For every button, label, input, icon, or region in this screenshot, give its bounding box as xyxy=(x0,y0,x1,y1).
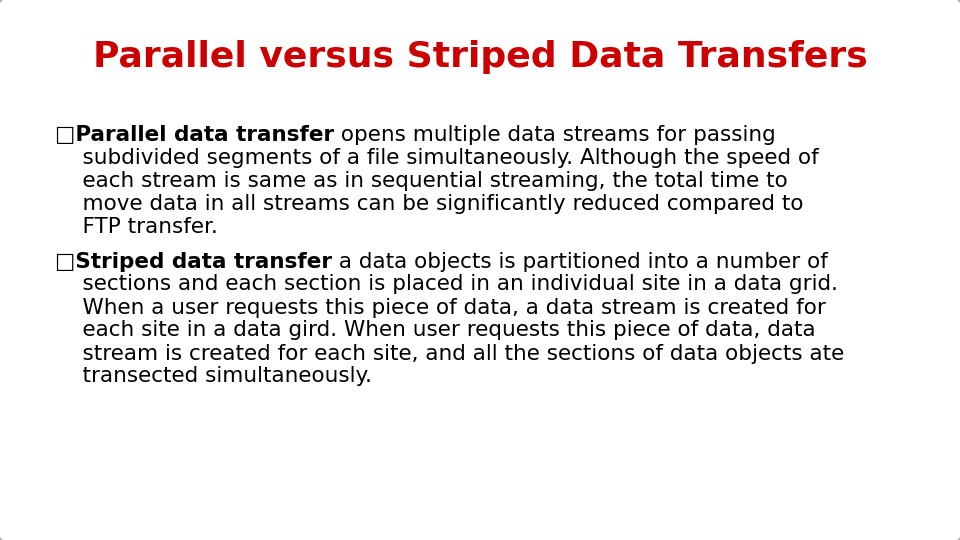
Text: move data in all streams can be significantly reduced compared to: move data in all streams can be signific… xyxy=(55,194,804,214)
Text: each stream is same as in sequential streaming, the total time to: each stream is same as in sequential str… xyxy=(55,171,788,191)
Text: each site in a data gird. When user requests this piece of data, data: each site in a data gird. When user requ… xyxy=(55,321,816,341)
Text: When a user requests this piece of data, a data stream is created for: When a user requests this piece of data,… xyxy=(55,298,826,318)
Text: stream is created for each site, and all the sections of data objects ate: stream is created for each site, and all… xyxy=(55,343,844,363)
Text: FTP transfer.: FTP transfer. xyxy=(55,217,218,237)
Text: transected simultaneously.: transected simultaneously. xyxy=(55,367,372,387)
Text: □Striped data transfer: □Striped data transfer xyxy=(55,252,332,272)
Text: □Parallel data transfer: □Parallel data transfer xyxy=(55,125,334,145)
Text: Parallel versus Striped Data Transfers: Parallel versus Striped Data Transfers xyxy=(92,40,868,74)
Text: subdivided segments of a file simultaneously. Although the speed of: subdivided segments of a file simultaneo… xyxy=(55,148,819,168)
Text: a data objects is partitioned into a number of: a data objects is partitioned into a num… xyxy=(332,252,828,272)
Text: sections and each section is placed in an individual site in a data grid.: sections and each section is placed in a… xyxy=(55,274,838,294)
Text: opens multiple data streams for passing: opens multiple data streams for passing xyxy=(334,125,776,145)
